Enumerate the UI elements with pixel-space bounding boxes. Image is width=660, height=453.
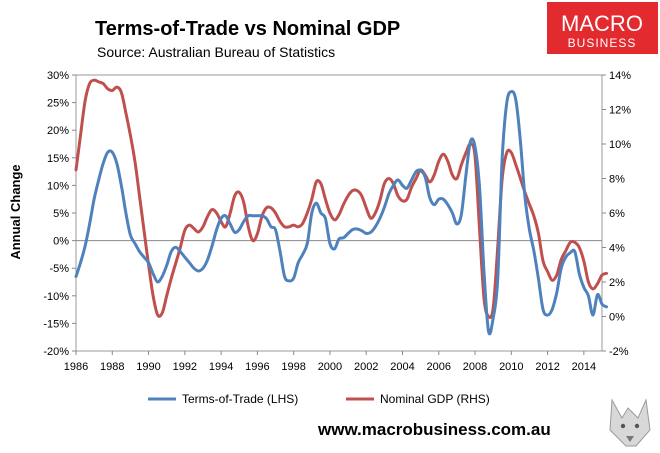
y-right-tick-label: 8%: [609, 174, 625, 186]
x-tick-label: 1992: [173, 361, 197, 373]
y-left-tick-label: -20%: [43, 346, 69, 358]
y-left-tick-label: 30%: [47, 70, 69, 82]
wolf-logo-icon: [609, 398, 651, 447]
x-tick-label: 2002: [354, 361, 378, 373]
y-right-tick-label: 10%: [609, 139, 631, 151]
x-tick-label: 2014: [572, 361, 596, 373]
y-right-tick-label: 14%: [609, 70, 631, 82]
y-left-tick-label: -15%: [43, 318, 69, 330]
chart-title: Terms-of-Trade vs Nominal GDP: [95, 18, 400, 40]
y-right-tick-label: 4%: [609, 243, 625, 255]
y-left-tick-label: 20%: [47, 125, 69, 137]
x-tick-label: 2008: [463, 361, 487, 373]
y-left-tick-label: -10%: [43, 291, 69, 303]
y-left-tick-label: -5%: [49, 263, 69, 275]
y-left-tick-label: 25%: [47, 98, 69, 110]
legend-label-nominal-gdp: Nominal GDP (RHS): [380, 392, 490, 406]
chart-subtitle: Source: Australian Bureau of Statistics: [97, 44, 335, 60]
y-right-tick-label: 12%: [609, 105, 631, 117]
website-url: www.macrobusiness.com.au: [317, 420, 551, 439]
series-line-nominal-gdp: [74, 78, 608, 319]
plot-area: 30% 25% 20% 15% 10% 5% 0% -5% -10% -15% -20% 14% 12%…: [43, 70, 631, 373]
legend-label-terms-of-trade: Terms-of-Trade (LHS): [182, 392, 298, 406]
y-right-tick-label: 6%: [609, 208, 625, 220]
y-axis-label: Annual Change: [8, 164, 23, 259]
x-tick-label: 2012: [535, 361, 559, 373]
x-tick-label: 1990: [136, 361, 160, 373]
legend: Terms-of-Trade (LHS) Nominal GDP (RHS): [148, 392, 490, 406]
y-right-tick-label: 2%: [609, 277, 625, 289]
x-tick-label: 1986: [64, 361, 88, 373]
y-left-tick-label: 10%: [47, 180, 69, 192]
x-tick-label: 2000: [318, 361, 342, 373]
logo-line-1: MACRO: [561, 11, 643, 36]
x-tick-label: 2004: [390, 361, 414, 373]
x-tick-label: 2010: [499, 361, 523, 373]
logo-background: [547, 2, 658, 54]
x-tick-label: 1988: [100, 361, 124, 373]
y-right-tick-label: -2%: [609, 346, 629, 358]
x-tick-label: 1996: [245, 361, 269, 373]
y-left-tick-label: 5%: [53, 208, 69, 220]
y-left-tick-label: 0%: [53, 236, 69, 248]
x-tick-label: 1994: [209, 361, 233, 373]
x-tick-label: 2006: [427, 361, 451, 373]
y-left-tick-label: 15%: [47, 153, 69, 165]
logo-line-2: BUSINESS: [568, 36, 637, 50]
macrobusiness-logo: MACRO BUSINESS: [547, 2, 658, 54]
y-right-tick-label: 0%: [609, 312, 625, 324]
x-tick-label: 1998: [281, 361, 305, 373]
series-line-terms-of-trade: [74, 89, 608, 336]
